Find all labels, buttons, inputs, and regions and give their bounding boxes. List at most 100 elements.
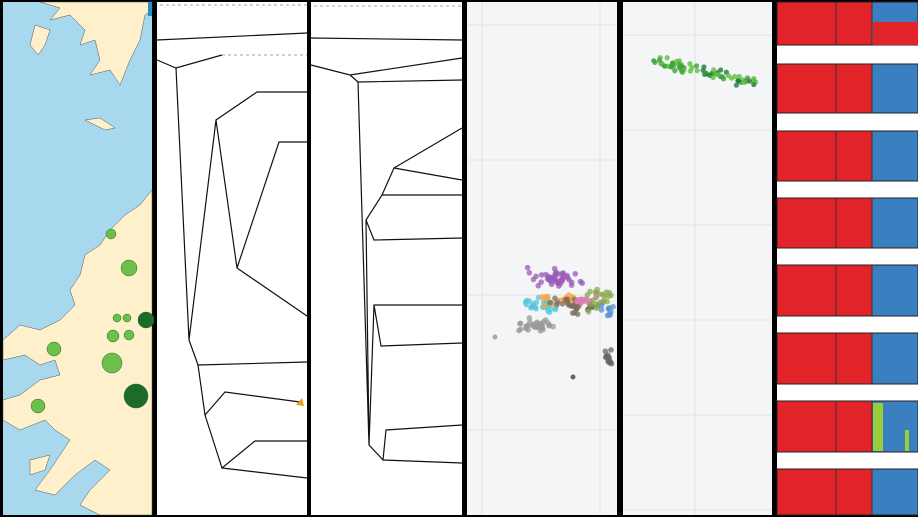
point bbox=[551, 265, 558, 272]
site bbox=[137, 311, 155, 329]
point bbox=[664, 55, 670, 61]
point bbox=[592, 301, 599, 307]
point bbox=[604, 352, 611, 358]
point bbox=[556, 278, 563, 284]
point bbox=[547, 299, 553, 306]
point bbox=[687, 68, 693, 74]
point bbox=[656, 57, 663, 63]
map-panel bbox=[2, 1, 155, 516]
point bbox=[570, 374, 576, 380]
green-block bbox=[905, 430, 909, 451]
red-block bbox=[873, 22, 918, 45]
red-block bbox=[777, 265, 872, 316]
panel-bg bbox=[467, 2, 617, 515]
blue-block bbox=[872, 131, 918, 181]
site bbox=[105, 228, 117, 240]
marker bbox=[148, 2, 152, 16]
point bbox=[540, 318, 547, 325]
panel-bg bbox=[311, 2, 462, 515]
point bbox=[652, 59, 658, 65]
point bbox=[575, 296, 581, 303]
point bbox=[674, 58, 680, 64]
points bbox=[651, 54, 759, 88]
point bbox=[517, 326, 524, 333]
point bbox=[543, 293, 550, 300]
red-block bbox=[777, 333, 872, 384]
site bbox=[106, 329, 120, 343]
row-frame bbox=[776, 1, 918, 46]
point bbox=[538, 272, 545, 278]
tree-branches bbox=[156, 32, 308, 479]
point bbox=[594, 286, 600, 293]
blue-block bbox=[872, 333, 918, 384]
point bbox=[598, 307, 605, 313]
point bbox=[585, 308, 592, 315]
point bbox=[545, 320, 551, 326]
point bbox=[751, 81, 757, 88]
tree-panel bbox=[310, 2, 463, 515]
red-block bbox=[777, 2, 872, 45]
point bbox=[541, 303, 548, 310]
point bbox=[601, 297, 607, 304]
red-block bbox=[777, 469, 872, 515]
point bbox=[526, 315, 533, 321]
site bbox=[122, 313, 132, 323]
point bbox=[598, 302, 605, 309]
red-block bbox=[777, 131, 872, 181]
row-frame bbox=[776, 264, 918, 317]
site bbox=[123, 383, 149, 409]
site bbox=[120, 259, 138, 277]
point bbox=[535, 282, 542, 289]
blue-block bbox=[872, 265, 918, 316]
grid bbox=[467, 2, 617, 515]
point bbox=[610, 303, 616, 310]
point bbox=[526, 269, 533, 276]
tree-panel bbox=[156, 2, 308, 515]
point bbox=[741, 79, 747, 85]
point bbox=[559, 301, 566, 307]
point bbox=[593, 293, 599, 300]
point bbox=[554, 270, 560, 277]
row-frame bbox=[776, 63, 918, 114]
row-frame bbox=[776, 332, 918, 385]
point bbox=[537, 327, 544, 334]
point bbox=[569, 310, 576, 316]
point bbox=[677, 64, 683, 71]
point bbox=[531, 322, 538, 329]
point bbox=[608, 347, 614, 353]
point bbox=[530, 303, 536, 309]
point bbox=[693, 63, 700, 69]
point bbox=[492, 334, 498, 340]
point bbox=[701, 64, 707, 70]
point bbox=[608, 292, 614, 299]
structure-panel bbox=[776, 1, 918, 516]
panel-bg bbox=[157, 2, 307, 515]
point bbox=[606, 311, 612, 318]
point bbox=[579, 280, 586, 286]
point bbox=[710, 74, 716, 81]
point bbox=[530, 276, 537, 283]
site bbox=[30, 398, 46, 414]
site bbox=[46, 341, 62, 357]
grid bbox=[623, 2, 772, 515]
point bbox=[702, 70, 708, 76]
point bbox=[711, 67, 717, 73]
site bbox=[123, 329, 135, 341]
row-frame bbox=[776, 468, 918, 516]
point bbox=[562, 296, 569, 303]
point bbox=[568, 303, 574, 309]
point bbox=[599, 291, 606, 298]
point bbox=[546, 277, 553, 284]
blue-block bbox=[872, 198, 918, 248]
point bbox=[733, 82, 739, 88]
site bbox=[101, 352, 123, 374]
point bbox=[736, 73, 743, 80]
sites bbox=[30, 228, 155, 414]
point bbox=[572, 271, 579, 277]
point bbox=[537, 323, 543, 330]
points bbox=[492, 264, 616, 380]
scatter-panel bbox=[467, 2, 617, 515]
point bbox=[552, 306, 559, 313]
